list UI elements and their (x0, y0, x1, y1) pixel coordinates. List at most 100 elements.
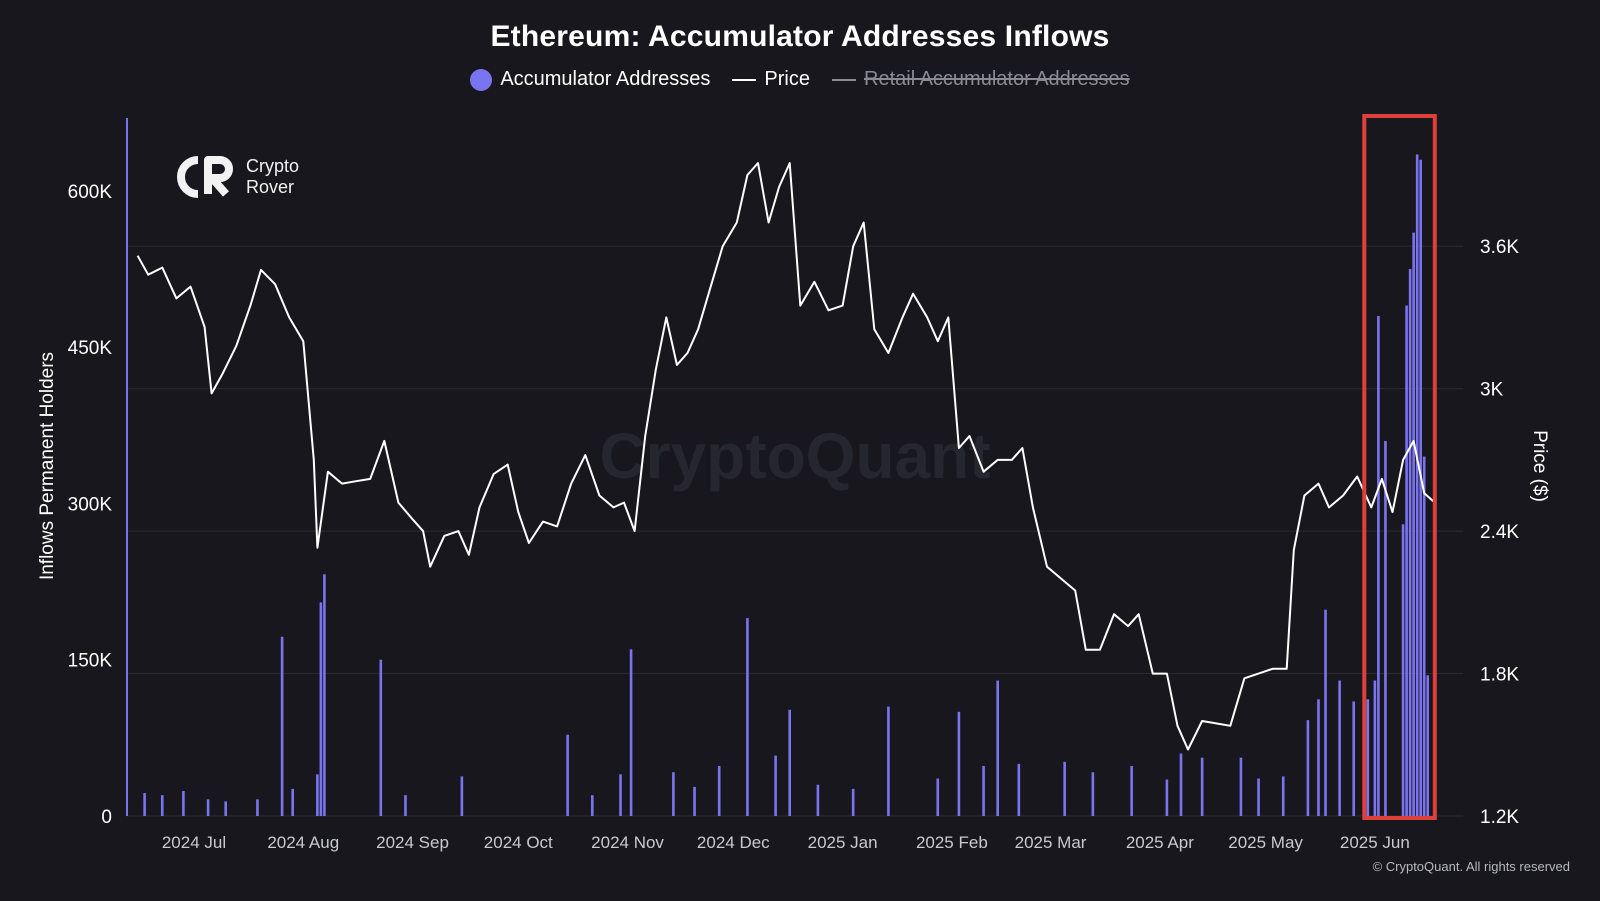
inflow-bar (996, 680, 999, 816)
inflow-bar (717, 765, 721, 816)
inflow-bar (774, 755, 777, 816)
x-tick-label: 2025 Feb (916, 833, 988, 852)
right-tick-label: 3K (1480, 380, 1504, 401)
inflow-bar (619, 774, 622, 816)
inflow-bar (1384, 440, 1387, 816)
inflow-bar (1200, 757, 1204, 816)
brand-logo: Crypto Rover (176, 156, 299, 198)
x-tick-label: 2024 Jul (162, 833, 226, 852)
x-tick-label: 2024 Dec (697, 833, 770, 852)
inflow-bar (404, 795, 407, 816)
inflow-bar (1324, 609, 1327, 816)
x-tick-label: 2025 Mar (1015, 833, 1087, 852)
inflow-bar (1405, 305, 1408, 816)
inflow-bar (1338, 680, 1341, 816)
brand-line1: Crypto (246, 156, 300, 176)
brand-logo-icon (177, 156, 233, 198)
brand-line2: Rover (246, 177, 295, 197)
inflow-bar (206, 799, 210, 816)
left-tick-label: 150K (68, 651, 113, 672)
inflow-bar (379, 659, 383, 816)
x-tick-label: 2024 Sep (376, 833, 449, 852)
legend-item-retail[interactable]: Retail Accumulator Addresses (832, 68, 1130, 91)
right-tick-label: 1.8K (1480, 665, 1519, 686)
inflow-bar (319, 602, 323, 816)
legend-dot-icon (470, 68, 493, 91)
bars-series (143, 154, 1430, 817)
legend-item-accumulator[interactable]: Accumulator Addresses (470, 68, 710, 91)
inflow-bar (460, 776, 464, 816)
inflow-bar (1239, 757, 1243, 816)
inflow-bar (1306, 720, 1310, 816)
inflow-bar (1179, 753, 1183, 816)
highlight-box (1362, 114, 1437, 820)
inflow-bar (224, 801, 228, 816)
inflow-bar (788, 709, 792, 816)
legend-line-icon (832, 78, 856, 81)
inflow-bar (672, 772, 675, 816)
inflow-bar (1419, 159, 1422, 817)
x-tick-label: 2025 Jan (808, 833, 878, 852)
right-tick-label: 1.2K (1480, 807, 1519, 828)
grid-lines (127, 245, 1463, 817)
inflow-bar (143, 793, 146, 816)
inflow-bar (1408, 269, 1412, 816)
inflow-bar (887, 706, 890, 816)
inflow-bar (816, 784, 820, 816)
watermark-text: CryptoQuant (599, 420, 990, 492)
right-axis-ticks: 1.2K 1.8K 2.4K 3K 3.6K (1480, 237, 1519, 828)
inflow-bar (1063, 761, 1066, 816)
left-tick-label: 450K (68, 338, 113, 359)
x-tick-label: 2025 Jun (1340, 833, 1410, 852)
x-tick-label: 2025 Apr (1126, 833, 1194, 852)
legend: Accumulator Addresses Price Retail Accum… (0, 68, 1600, 91)
left-tick-label: 300K (68, 494, 113, 515)
inflow-bar (323, 574, 326, 816)
legend-label: Price (764, 68, 810, 90)
inflow-bar (746, 618, 749, 816)
inflow-bar (291, 788, 294, 816)
inflow-bar (1352, 701, 1356, 816)
inflow-bar (1130, 765, 1133, 816)
inflow-bar (1165, 779, 1169, 816)
inflow-bar (1257, 778, 1260, 816)
inflow-bar (160, 795, 164, 816)
copyright: © CryptoQuant. All rights reserved (1372, 859, 1570, 874)
inflow-bar (693, 786, 696, 816)
inflow-bar (1281, 776, 1285, 816)
x-tick-label: 2024 Nov (591, 833, 664, 852)
x-tick-label: 2025 May (1228, 833, 1303, 852)
left-tick-label: 600K (68, 182, 113, 203)
price-series (136, 162, 1436, 751)
price-line (136, 162, 1436, 751)
chart-title: Ethereum: Accumulator Addresses Inflows (490, 20, 1110, 53)
inflow-bar (1422, 456, 1426, 816)
inflow-bar (1017, 763, 1021, 816)
x-tick-label: 2024 Oct (484, 833, 553, 852)
left-axis-ticks: 0 150K 300K 450K 600K (68, 182, 113, 828)
legend-item-price[interactable]: Price (732, 68, 810, 91)
inflow-bar (1412, 232, 1415, 816)
x-tick-label: 2024 Aug (267, 833, 339, 852)
x-axis-ticks: 2024 Jul 2024 Aug 2024 Sep 2024 Oct 2024 Nov… (162, 833, 1410, 852)
inflow-bar (1091, 772, 1095, 816)
inflow-bar (936, 778, 940, 816)
inflow-bar (851, 788, 855, 816)
inflow-bar (1415, 154, 1419, 816)
legend-line-icon (732, 78, 757, 81)
inflow-bar (1426, 675, 1430, 816)
right-axis-title: Price ($) (1529, 430, 1550, 502)
legend-label: Retail Accumulator Addresses (864, 68, 1130, 90)
inflow-bar (280, 636, 284, 816)
inflow-bar (1366, 699, 1370, 816)
inflow-bar (182, 790, 185, 816)
inflow-bar (982, 765, 985, 816)
inflow-bar (566, 734, 569, 816)
legend-label: Accumulator Addresses (500, 68, 711, 90)
inflow-bar (1373, 680, 1377, 816)
left-tick-label: 0 (101, 807, 112, 828)
inflow-bar (591, 795, 594, 816)
left-axis-title: Inflows Permanent Holders (37, 352, 58, 580)
inflow-bar (316, 774, 319, 816)
